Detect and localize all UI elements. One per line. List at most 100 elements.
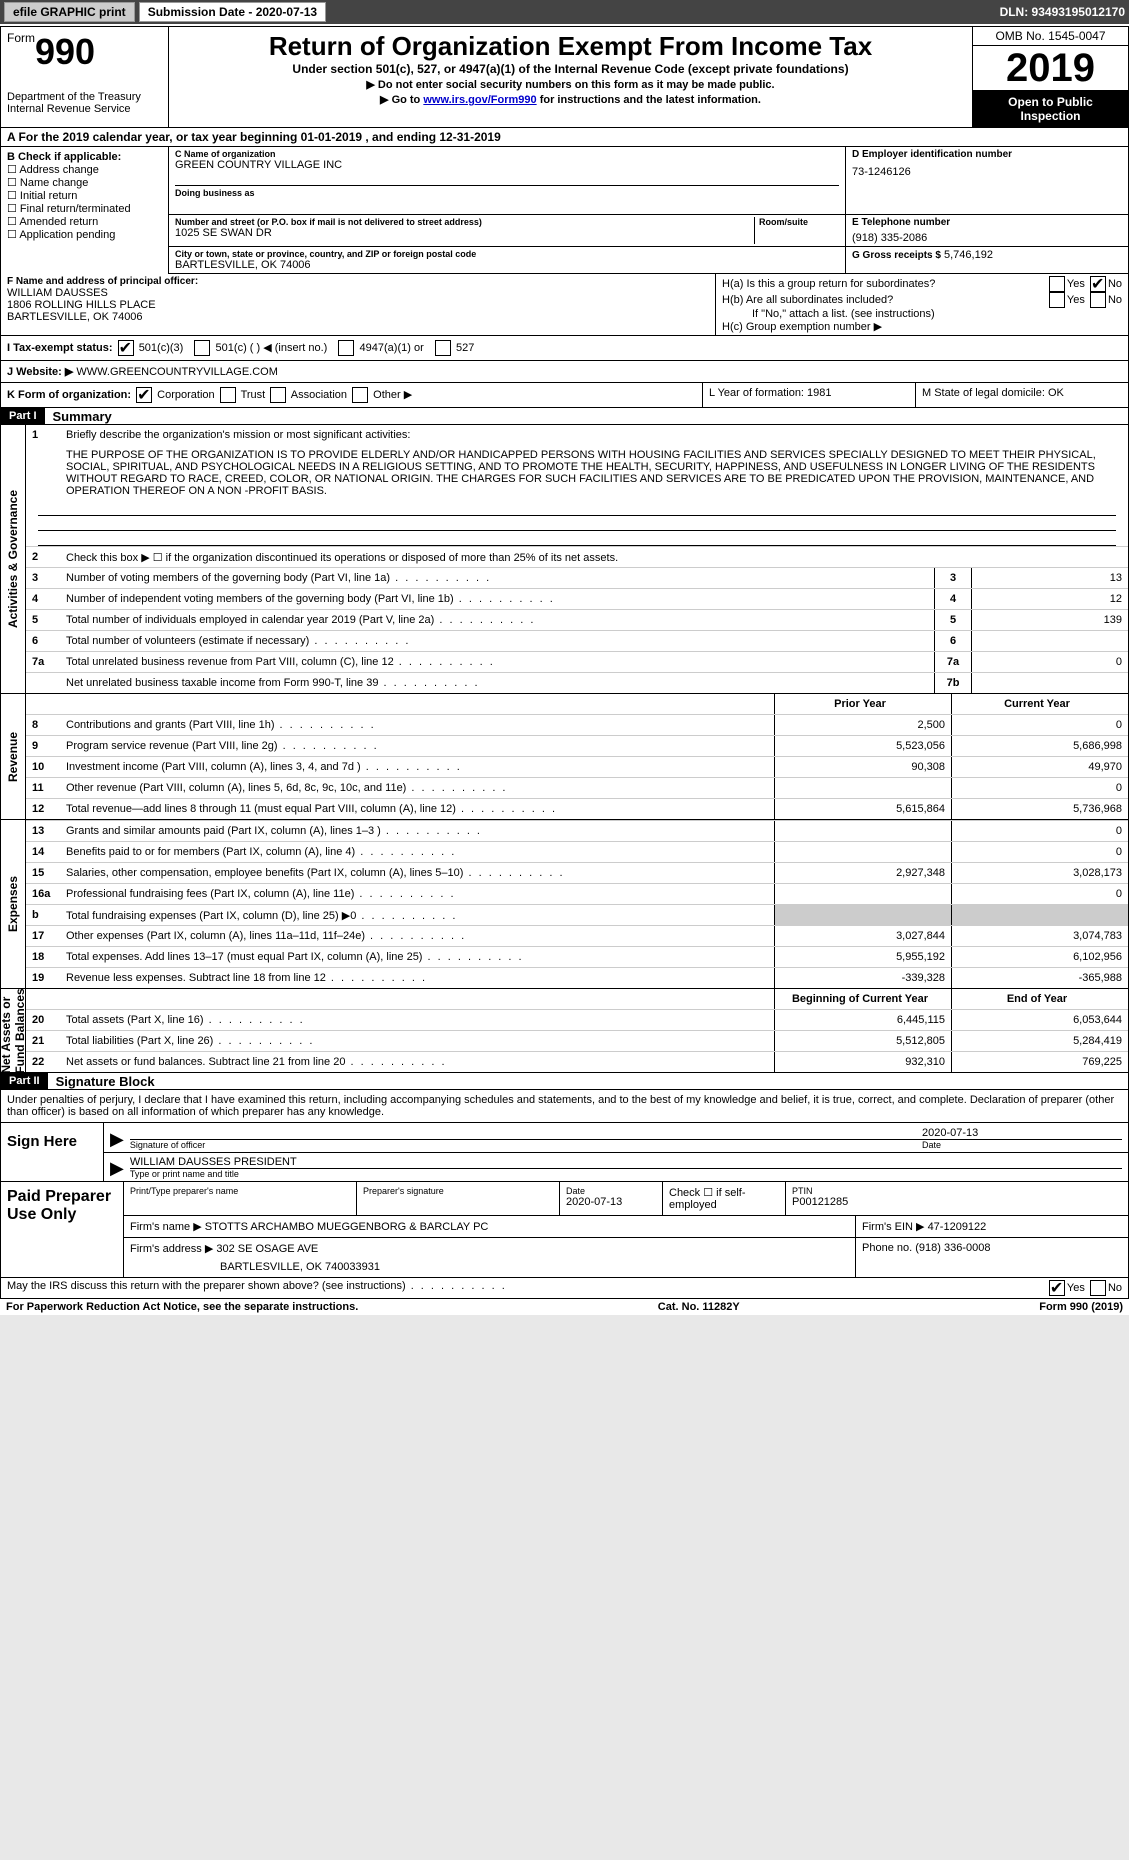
prep-selfemp[interactable]: Check ☐ if self-employed (663, 1182, 786, 1215)
D-ein: D Employer identification number 73-1246… (846, 147, 1128, 215)
chk-app-pending[interactable]: ☐ Application pending (7, 228, 162, 241)
Hb-no-checkbox[interactable] (1090, 292, 1106, 308)
summary-row: 8Contributions and grants (Part VIII, li… (26, 714, 1128, 735)
vlabel-netassets: Net Assets or Fund Balances (1, 989, 26, 1072)
prep-sig-label: Preparer's signature (363, 1186, 553, 1196)
prep-header: Paid Preparer Use Only (1, 1182, 124, 1277)
Ha-yes-checkbox[interactable] (1049, 276, 1065, 292)
gross-label: G Gross receipts $ (852, 250, 941, 261)
officer-addr1: 1806 ROLLING HILLS PLACE (7, 299, 709, 311)
sig-arrow-icon-1: ▶ (110, 1129, 124, 1150)
yes-label: Yes (1067, 278, 1085, 290)
Hb-note: If "No," attach a list. (see instruction… (722, 308, 1122, 320)
discuss-no-checkbox[interactable] (1090, 1280, 1106, 1296)
summary-row: 22Net assets or fund balances. Subtract … (26, 1051, 1128, 1072)
chk-501c[interactable] (194, 340, 210, 356)
ein-value: 73-1246126 (852, 166, 1122, 178)
firm-city: BARTLESVILLE, OK 740033931 (130, 1261, 849, 1273)
J-label: J Website: ▶ (7, 366, 73, 378)
I-label: I Tax-exempt status: (7, 342, 113, 354)
chk-corp[interactable] (136, 387, 152, 403)
Hc-label: H(c) Group exemption number ▶ (722, 320, 1122, 333)
summary-row: bTotal fundraising expenses (Part IX, co… (26, 904, 1128, 925)
section-BCDEG: B Check if applicable: ☐ Address change … (0, 147, 1129, 274)
summary-row: 14Benefits paid to or for members (Part … (26, 841, 1128, 862)
sig-date: 2020-07-13 (922, 1127, 1122, 1140)
col-B-checkboxes: B Check if applicable: ☐ Address change … (1, 147, 169, 274)
current-year-hdr: Current Year (951, 694, 1128, 714)
B-header: B Check if applicable: (7, 151, 162, 163)
org-name: GREEN COUNTRY VILLAGE INC (175, 159, 839, 171)
year-formation: L Year of formation: 1981 (702, 383, 915, 407)
summary-row: 20Total assets (Part X, line 16)6,445,11… (26, 1009, 1128, 1030)
activities-governance-block: Activities & Governance 1 Briefly descri… (0, 425, 1129, 694)
col-CDE: C Name of organization GREEN COUNTRY VIL… (169, 147, 1128, 274)
section-FH: F Name and address of principal officer:… (0, 274, 1129, 336)
line2-text: Check this box ▶ ☐ if the organization d… (62, 549, 1128, 566)
summary-row: Net unrelated business taxable income fr… (26, 672, 1128, 693)
form-header: Form990 Department of the Treasury Inter… (0, 26, 1129, 128)
F-label: F Name and address of principal officer: (7, 276, 709, 287)
row-K-form-org: K Form of organization: Corporation Trus… (0, 383, 1129, 408)
omb-number: OMB No. 1545-0047 (973, 27, 1128, 46)
discuss-text: May the IRS discuss this return with the… (7, 1280, 507, 1296)
chk-assoc[interactable] (270, 387, 286, 403)
form-footer: Form 990 (2019) (1039, 1301, 1123, 1313)
revenue-block: Revenue Prior Year Current Year 8Contrib… (0, 694, 1129, 820)
chk-other[interactable] (352, 387, 368, 403)
chk-final-return[interactable]: ☐ Final return/terminated (7, 202, 162, 215)
firm-ein: 47-1209122 (928, 1221, 987, 1233)
dln: DLN: 93493195012170 (1000, 5, 1125, 19)
submission-date: Submission Date - 2020-07-13 (139, 2, 326, 22)
officer-name: WILLIAM DAUSSES (7, 287, 709, 299)
row-A-tax-year: A For the 2019 calendar year, or tax yea… (0, 128, 1129, 147)
ein-label: D Employer identification number (852, 149, 1122, 160)
chk-address-change[interactable]: ☐ Address change (7, 163, 162, 176)
irs-link[interactable]: www.irs.gov/Form990 (423, 94, 536, 106)
part1-title: Summary (45, 409, 112, 424)
chk-4947[interactable] (338, 340, 354, 356)
Hb-yes-checkbox[interactable] (1049, 292, 1065, 308)
chk-527[interactable] (435, 340, 451, 356)
addr-label: Number and street (or P.O. box if mail i… (175, 217, 754, 227)
summary-row: 9Program service revenue (Part VIII, lin… (26, 735, 1128, 756)
C-name: C Name of organization GREEN COUNTRY VIL… (169, 147, 846, 215)
pra-notice: For Paperwork Reduction Act Notice, see … (6, 1301, 358, 1313)
firm-phone-label: Phone no. (862, 1242, 912, 1254)
phone-label: E Telephone number (852, 217, 1122, 228)
cat-no: Cat. No. 11282Y (658, 1301, 740, 1313)
sig-arrow-icon-2: ▶ (110, 1158, 124, 1179)
no-label: No (1108, 278, 1122, 290)
chk-trust[interactable] (220, 387, 236, 403)
chk-amended[interactable]: ☐ Amended return (7, 215, 162, 228)
chk-initial-return[interactable]: ☐ Initial return (7, 189, 162, 202)
end-year-hdr: End of Year (951, 989, 1128, 1009)
summary-row: 18Total expenses. Add lines 13–17 (must … (26, 946, 1128, 967)
prior-year-hdr: Prior Year (774, 694, 951, 714)
C-name-label: C Name of organization (175, 149, 839, 159)
efile-print-button[interactable]: efile GRAPHIC print (4, 2, 135, 22)
summary-row: 7aTotal unrelated business revenue from … (26, 651, 1128, 672)
discuss-yes-checkbox[interactable] (1049, 1280, 1065, 1296)
sig-officer-label: Signature of officer (130, 1140, 922, 1150)
chk-name-change[interactable]: ☐ Name change (7, 176, 162, 189)
firm-ein-label: Firm's EIN ▶ (862, 1221, 925, 1233)
addr-value: 1025 SE SWAN DR (175, 227, 754, 239)
form-subtitle: Under section 501(c), 527, or 4947(a)(1)… (175, 62, 966, 76)
form-note-1: ▶ Do not enter social security numbers o… (175, 78, 966, 91)
chk-501c3[interactable] (118, 340, 134, 356)
line1-label: Briefly describe the organization's miss… (62, 427, 1128, 443)
summary-row: 6Total number of volunteers (estimate if… (26, 630, 1128, 651)
Ha-no-checkbox[interactable] (1090, 276, 1106, 292)
vlabel-revenue: Revenue (1, 694, 26, 819)
header-right: OMB No. 1545-0047 2019 Open to Public In… (972, 27, 1128, 127)
preparer-block: Paid Preparer Use Only Print/Type prepar… (0, 1182, 1129, 1278)
summary-row: 12Total revenue—add lines 8 through 11 (… (26, 798, 1128, 819)
open-to-public: Open to Public Inspection (973, 91, 1128, 127)
mission-text: THE PURPOSE OF THE ORGANIZATION IS TO PR… (26, 445, 1128, 501)
form-title: Return of Organization Exempt From Incom… (175, 31, 966, 62)
irs-discuss-row: May the IRS discuss this return with the… (0, 1278, 1129, 1299)
summary-row: 5Total number of individuals employed in… (26, 609, 1128, 630)
top-bar: efile GRAPHIC print Submission Date - 20… (0, 0, 1129, 24)
summary-row: 13Grants and similar amounts paid (Part … (26, 820, 1128, 841)
